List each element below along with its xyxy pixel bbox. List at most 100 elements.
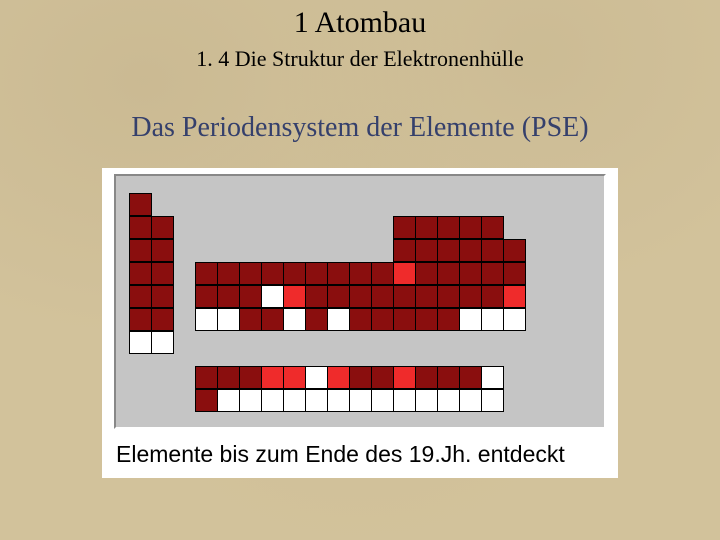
grid-cell-empty (283, 331, 306, 354)
grid-row (130, 217, 590, 240)
grid-cell (459, 285, 482, 308)
grid-cell-empty (327, 193, 350, 216)
grid-cell (151, 308, 174, 331)
grid-cell-empty (459, 193, 482, 216)
grid-cell (415, 308, 438, 331)
grid-cell (415, 216, 438, 239)
grid-cell-empty (349, 239, 372, 262)
grid-cell (393, 285, 416, 308)
grid-cell (437, 308, 460, 331)
grid-cell-empty (415, 193, 438, 216)
grid-cell-empty (503, 216, 526, 239)
grid-cell-empty (173, 331, 196, 354)
grid-cell-empty (481, 193, 504, 216)
periodic-table-main-grid (130, 194, 590, 355)
grid-cell (239, 262, 262, 285)
grid-cell (393, 239, 416, 262)
grid-cell (239, 389, 262, 412)
grid-cell (305, 366, 328, 389)
grid-cell-empty (129, 389, 152, 412)
grid-cell-empty (151, 193, 174, 216)
grid-cell-empty (195, 239, 218, 262)
grid-cell (327, 262, 350, 285)
grid-cell (371, 285, 394, 308)
grid-cell (261, 262, 284, 285)
grid-row (130, 309, 590, 332)
grid-cell (239, 366, 262, 389)
grid-cell (151, 216, 174, 239)
grid-cell (371, 389, 394, 412)
grid-cell (459, 389, 482, 412)
grid-cell (437, 285, 460, 308)
grid-cell-empty (327, 216, 350, 239)
grid-cell (327, 366, 350, 389)
grid-cell-empty (151, 389, 174, 412)
grid-cell-empty (327, 331, 350, 354)
grid-cell-empty (371, 216, 394, 239)
grid-cell (129, 262, 152, 285)
grid-cell (393, 366, 416, 389)
grid-cell-empty (261, 331, 284, 354)
grid-cell-empty (151, 366, 174, 389)
grid-cell (195, 308, 218, 331)
grid-row (130, 367, 590, 390)
grid-cell-empty (173, 389, 196, 412)
grid-cell (151, 262, 174, 285)
grid-cell-empty (173, 308, 196, 331)
grid-cell (459, 308, 482, 331)
grid-row (130, 332, 590, 355)
grid-cell-empty (437, 331, 460, 354)
grid-cell-empty (173, 262, 196, 285)
grid-cell (415, 285, 438, 308)
grid-cell (415, 239, 438, 262)
grid-cell (481, 308, 504, 331)
grid-cell (217, 285, 240, 308)
grid-cell-empty (503, 193, 526, 216)
grid-cell (349, 389, 372, 412)
grid-cell-empty (437, 193, 460, 216)
grid-cell (217, 262, 240, 285)
grid-cell-empty (349, 331, 372, 354)
grid-cell-empty (173, 193, 196, 216)
grid-cell (239, 285, 262, 308)
grid-cell-empty (349, 193, 372, 216)
grid-cell (415, 262, 438, 285)
grid-cell (151, 331, 174, 354)
grid-cell (239, 308, 262, 331)
grid-cell (393, 308, 416, 331)
grid-cell (437, 389, 460, 412)
grid-cell (459, 239, 482, 262)
grid-row (130, 390, 590, 413)
grid-cell (327, 308, 350, 331)
grid-cell (283, 366, 306, 389)
grid-cell (129, 331, 152, 354)
grid-cell (305, 389, 328, 412)
periodic-table-panel (114, 174, 606, 429)
grid-cell-empty (393, 331, 416, 354)
grid-cell (349, 366, 372, 389)
grid-cell (371, 262, 394, 285)
grid-row (130, 194, 590, 217)
grid-cell (459, 262, 482, 285)
grid-cell (195, 285, 218, 308)
section-heading: Das Periodensystem der Elemente (PSE) (0, 112, 720, 144)
grid-cell-empty (261, 216, 284, 239)
grid-cell (415, 366, 438, 389)
grid-cell-empty (371, 193, 394, 216)
grid-cell (195, 262, 218, 285)
grid-cell-empty (415, 331, 438, 354)
grid-cell-empty (173, 366, 196, 389)
grid-cell (459, 216, 482, 239)
grid-cell (129, 216, 152, 239)
grid-row (130, 240, 590, 263)
grid-cell-empty (371, 331, 394, 354)
grid-cell-empty (217, 331, 240, 354)
periodic-table-figure: Elemente bis zum Ende des 19.Jh. entdeck… (102, 168, 618, 478)
grid-cell (437, 262, 460, 285)
grid-cell (393, 216, 416, 239)
grid-cell (305, 308, 328, 331)
grid-cell-empty (393, 193, 416, 216)
grid-cell-empty (261, 193, 284, 216)
grid-cell-empty (305, 331, 328, 354)
grid-cell (261, 308, 284, 331)
